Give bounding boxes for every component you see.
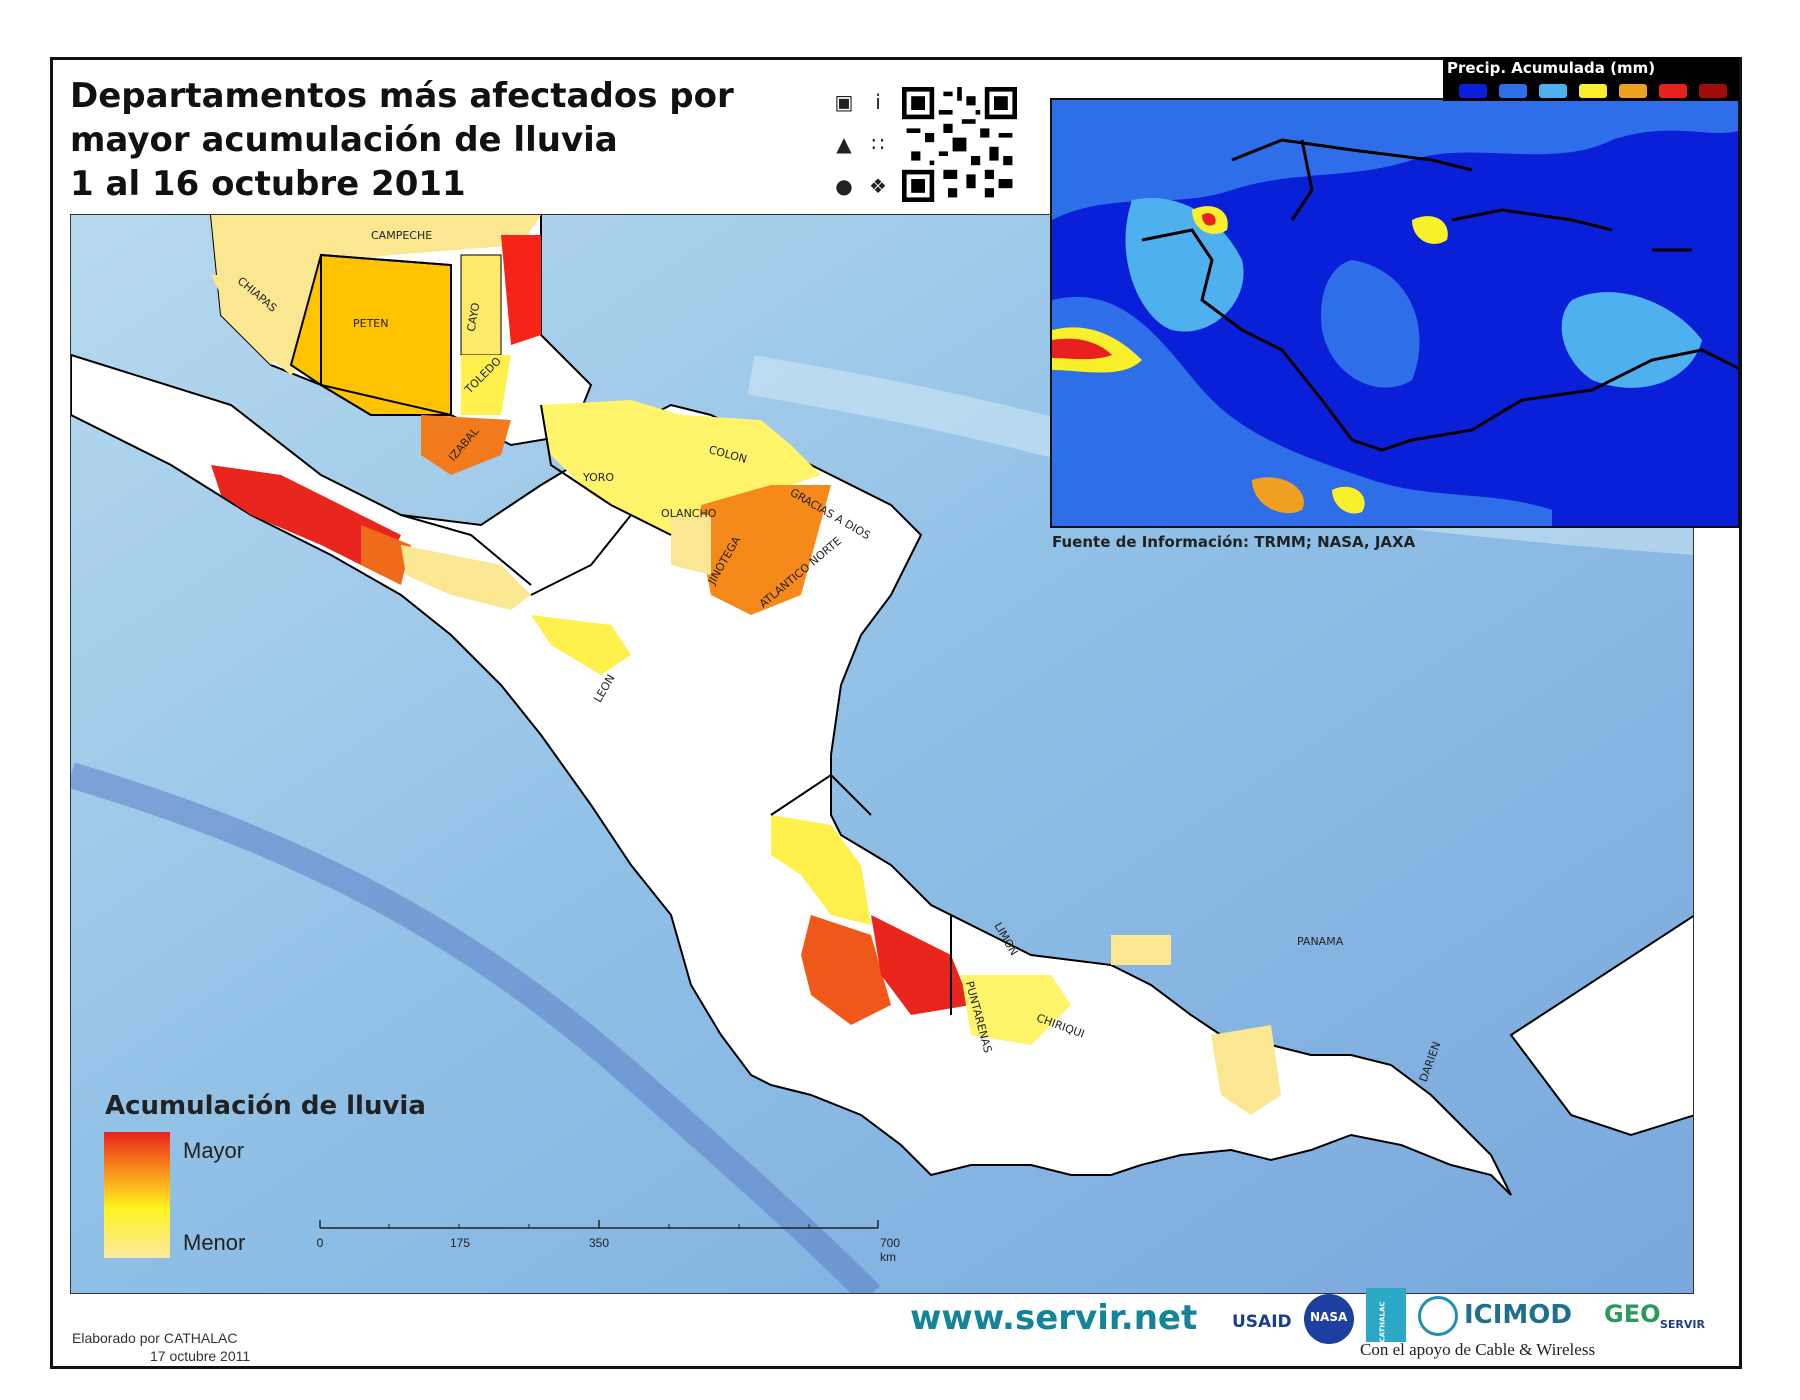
region-honduras-north[interactable]	[541, 400, 821, 535]
scale-bar-graphic	[319, 1220, 879, 1229]
region-panama[interactable]	[1111, 935, 1171, 965]
partner-logos: USAID NASA CATHALAC ICIMOD GEO SERVIR	[1232, 1288, 1712, 1344]
label-campeche: CAMPECHE	[371, 229, 433, 242]
android-icon[interactable]: ▲	[836, 132, 852, 156]
scale-label-0: 0	[316, 1236, 324, 1250]
legend-title: Acumulación de lluvia	[105, 1091, 426, 1121]
region-atlantico-norte[interactable]	[701, 485, 831, 615]
region-el-salvador-east[interactable]	[401, 545, 531, 610]
inset-legend-swatch-7	[1699, 84, 1727, 98]
mobile-platform-icons: ▣ i ▲ ∷ ● ❖	[832, 90, 892, 202]
usaid-logo: USAID	[1232, 1312, 1292, 1332]
ocean-trench	[71, 762, 881, 1293]
inset-legend-swatch-2	[1499, 84, 1527, 98]
inset-legend-swatch-1	[1459, 84, 1487, 98]
region-jinotega[interactable]	[671, 515, 711, 575]
title-line-1: Departamentos más afectados por	[70, 76, 734, 116]
windows-icon[interactable]: ❖	[869, 174, 887, 198]
region-veraguas[interactable]	[961, 975, 1071, 1045]
inset-legend-title: Precip. Acumulada (mm)	[1447, 59, 1656, 77]
inset-legend-swatch-4	[1579, 84, 1607, 98]
inset-legend: Precip. Acumulada (mm)	[1443, 57, 1739, 101]
map-title: Departamentos más afectados por mayor ac…	[70, 74, 790, 206]
region-chiapas[interactable]	[211, 275, 321, 375]
info-icon[interactable]: i	[875, 90, 881, 114]
inset-legend-swatch-6	[1659, 84, 1687, 98]
legend-color-ramp	[104, 1132, 170, 1258]
geo-logo: GEO	[1604, 1300, 1661, 1328]
colombia-landmass	[1509, 915, 1693, 1137]
cathalac-logo-icon	[1366, 1288, 1406, 1342]
region-belize-coast[interactable]	[501, 235, 541, 345]
region-limon[interactable]	[771, 815, 871, 925]
inset-legend-swatch-5	[1619, 84, 1647, 98]
legend-high-label: Mayor	[183, 1138, 245, 1163]
cathalac-logo: CATHALAC	[1378, 1301, 1387, 1343]
inset-legend-swatch-3	[1539, 84, 1567, 98]
servir-logo: SERVIR	[1660, 1318, 1705, 1331]
nasa-logo: NASA	[1310, 1310, 1348, 1324]
title-line-2: mayor acumulación de lluvia	[70, 120, 618, 160]
region-chiriqui[interactable]	[871, 915, 971, 1015]
scale-label-700: 700 km	[879, 1236, 901, 1264]
map-frame	[50, 57, 1742, 1369]
blackberry-icon[interactable]: ∷	[871, 132, 885, 156]
title-line-3: 1 al 16 octubre 2011	[70, 164, 466, 204]
made-date: 17 octubre 2011	[150, 1348, 251, 1364]
icimod-logo: ICIMOD	[1464, 1300, 1572, 1330]
made-by-credit: Elaborado por CATHALAC	[72, 1330, 238, 1346]
country-borders	[320, 253, 952, 1015]
region-toledo[interactable]	[461, 355, 511, 415]
region-leon[interactable]	[531, 615, 631, 675]
region-darien[interactable]	[1211, 1025, 1281, 1115]
label-olancho: OLANCHO	[661, 507, 717, 520]
region-el-salvador-west[interactable]	[361, 525, 411, 585]
phone-icon[interactable]: ▣	[834, 90, 854, 114]
region-guatemala-pacific[interactable]	[211, 465, 401, 575]
data-source: Fuente de Información: TRMM; NASA, JAXA	[1052, 533, 1416, 551]
apple-icon[interactable]: ●	[835, 174, 853, 198]
scale-label-350: 350	[588, 1236, 610, 1250]
support-credit: Con el apoyo de Cable & Wireless	[1360, 1340, 1596, 1359]
label-yoro: YORO	[583, 471, 615, 484]
scale-label-175: 175	[449, 1236, 471, 1250]
scale-bar: 0 175 350 700 km	[310, 1218, 910, 1264]
legend-low-label: Menor	[183, 1230, 246, 1255]
servir-url-link[interactable]: www.servir.net	[910, 1298, 1198, 1338]
label-peten: PETEN	[353, 317, 389, 330]
nasa-logo-icon	[1304, 1294, 1354, 1344]
region-puntarenas[interactable]	[801, 915, 891, 1025]
region-izabal[interactable]	[421, 415, 511, 475]
precipitation-inset-map[interactable]	[1050, 98, 1740, 528]
icimod-logo-icon	[1418, 1296, 1458, 1336]
inset-canvas	[1052, 100, 1738, 526]
label-panama: PANAMA	[1297, 935, 1344, 948]
qr-code-icon[interactable]	[902, 87, 1017, 202]
